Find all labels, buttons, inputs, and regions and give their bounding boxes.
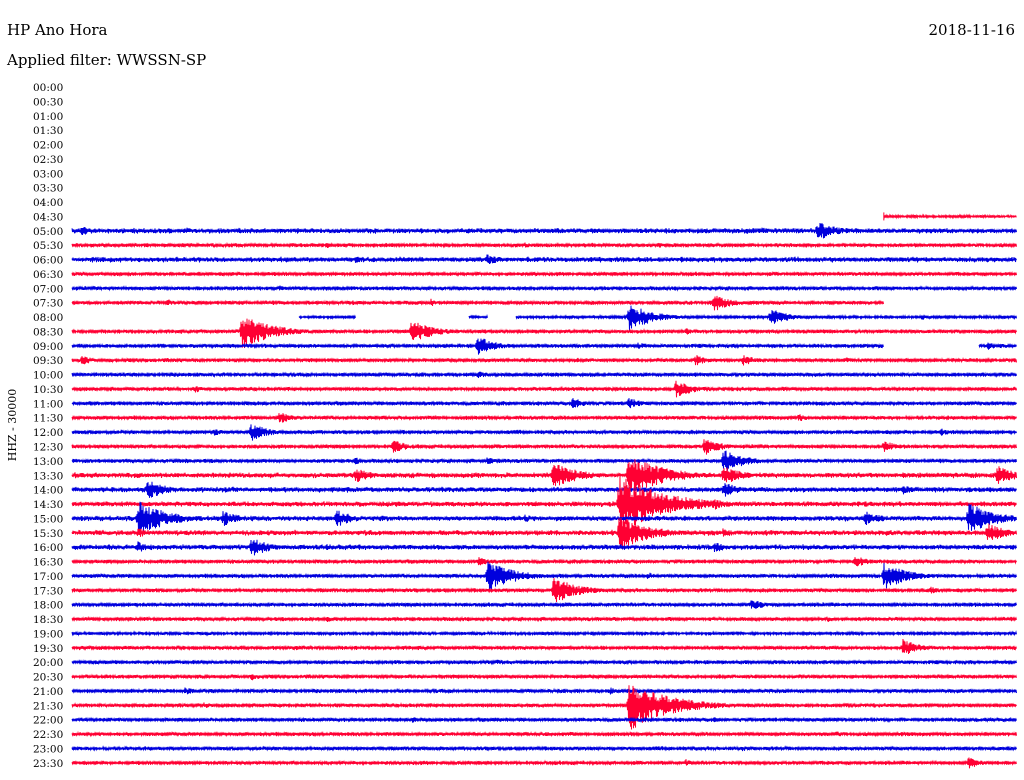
y-tick-label: 14:00 (33, 485, 63, 497)
trace-1700 (71, 561, 1017, 591)
trace-1300 (71, 450, 1017, 471)
trace-1130 (71, 413, 1017, 423)
trace-2030 (71, 673, 1017, 681)
y-tick-label: 03:30 (33, 183, 63, 195)
trace-1630 (71, 557, 1017, 567)
trace-1200 (71, 424, 1017, 441)
y-tick-label: 07:00 (33, 283, 63, 295)
y-tick-label: 20:30 (33, 672, 63, 684)
trace-1730 (71, 578, 1017, 603)
y-tick-label: 10:30 (33, 384, 63, 396)
trace-1800 (71, 600, 1017, 609)
y-tick-label: 17:30 (33, 585, 63, 597)
trace-1100 (71, 398, 1017, 409)
trace-0500 (71, 222, 1017, 239)
y-tick-label: 04:30 (33, 211, 63, 223)
y-tick-label: 21:30 (33, 700, 63, 712)
y-tick-label: 02:00 (33, 140, 63, 152)
y-tick-label: 01:00 (33, 111, 63, 123)
y-axis-label: HHZ - 30000 (6, 389, 19, 462)
trace-1530 (71, 517, 1017, 550)
y-tick-label: 01:30 (33, 125, 63, 137)
trace-2100 (71, 687, 1017, 695)
trace-2330 (71, 757, 1017, 769)
trace-0700 (71, 284, 1017, 292)
y-tick-label: 04:00 (33, 197, 63, 209)
seismogram-traces (71, 212, 1017, 769)
y-tick-label: 05:00 (33, 226, 63, 238)
y-tick-label: 05:30 (33, 240, 63, 252)
y-tick-label: 17:00 (33, 571, 63, 583)
trace-2200 (71, 716, 1017, 724)
y-tick-label: 08:30 (33, 326, 63, 338)
trace-0530 (71, 241, 1017, 249)
trace-0800 (298, 305, 1017, 331)
y-tick-label: 20:00 (33, 657, 63, 669)
y-tick-label: 06:00 (33, 255, 63, 267)
y-tick-label: 06:30 (33, 269, 63, 281)
trace-1030 (71, 380, 1017, 398)
trace-0830 (71, 318, 1017, 349)
trace-2230 (71, 730, 1017, 738)
y-tick-label: 02:30 (33, 154, 63, 166)
y-tick-labels: 00:00 00:30 01:00 01:30 02:00 02:30 03:00 03:30… (33, 82, 63, 770)
y-tick-label: 19:30 (33, 643, 63, 655)
chart-title: HP Ano Hora (7, 21, 108, 39)
y-tick-label: 03:00 (33, 168, 63, 180)
y-tick-label: 13:30 (33, 470, 63, 482)
trace-0900 (71, 338, 1017, 355)
y-tick-label: 12:00 (33, 427, 63, 439)
y-tick-label: 15:30 (33, 528, 63, 540)
chart-date: 2018-11-16 (928, 21, 1015, 39)
trace-1330 (71, 459, 1017, 493)
y-tick-label: 16:00 (33, 542, 63, 554)
trace-1230 (71, 439, 1017, 455)
trace-0630 (71, 270, 1017, 278)
y-tick-label: 00:00 (33, 82, 63, 94)
trace-1600 (71, 539, 1017, 556)
y-tick-label: 12:30 (33, 442, 63, 454)
y-tick-label: 18:30 (33, 614, 63, 626)
y-tick-label: 00:30 (33, 96, 63, 108)
trace-0430 (883, 213, 1017, 220)
y-tick-label: 09:30 (33, 355, 63, 367)
y-tick-label: 23:00 (33, 743, 63, 755)
y-tick-label: 22:00 (33, 715, 63, 727)
y-tick-label: 08:00 (33, 312, 63, 324)
trace-1830 (71, 615, 1017, 623)
y-tick-label: 09:00 (33, 341, 63, 353)
trace-2300 (71, 745, 1017, 752)
y-tick-label: 15:00 (33, 513, 63, 525)
trace-1430 (71, 475, 1017, 530)
y-tick-label: 23:30 (33, 758, 63, 770)
trace-2130 (71, 685, 1017, 730)
y-tick-label: 19:00 (33, 628, 63, 640)
y-tick-label: 22:30 (33, 729, 63, 741)
y-tick-label: 18:00 (33, 600, 63, 612)
y-tick-label: 16:30 (33, 557, 63, 569)
trace-0730 (71, 295, 884, 311)
y-tick-label: 13:00 (33, 456, 63, 468)
y-tick-label: 14:30 (33, 499, 63, 511)
y-tick-label: 07:30 (33, 298, 63, 310)
trace-0930 (71, 355, 1017, 366)
y-tick-label: 10:00 (33, 370, 63, 382)
y-tick-label: 21:00 (33, 686, 63, 698)
trace-1900 (71, 630, 1017, 637)
filter-label: Applied filter: WWSSN-SP (7, 51, 207, 69)
y-tick-label: 11:30 (33, 413, 63, 425)
trace-2000 (71, 658, 1017, 666)
trace-1400 (71, 481, 1017, 498)
trace-0600 (71, 254, 1017, 265)
trace-1930 (71, 638, 1017, 655)
y-tick-label: 11:00 (33, 398, 63, 410)
trace-1000 (71, 371, 1017, 378)
trace-1500 (71, 501, 1017, 535)
